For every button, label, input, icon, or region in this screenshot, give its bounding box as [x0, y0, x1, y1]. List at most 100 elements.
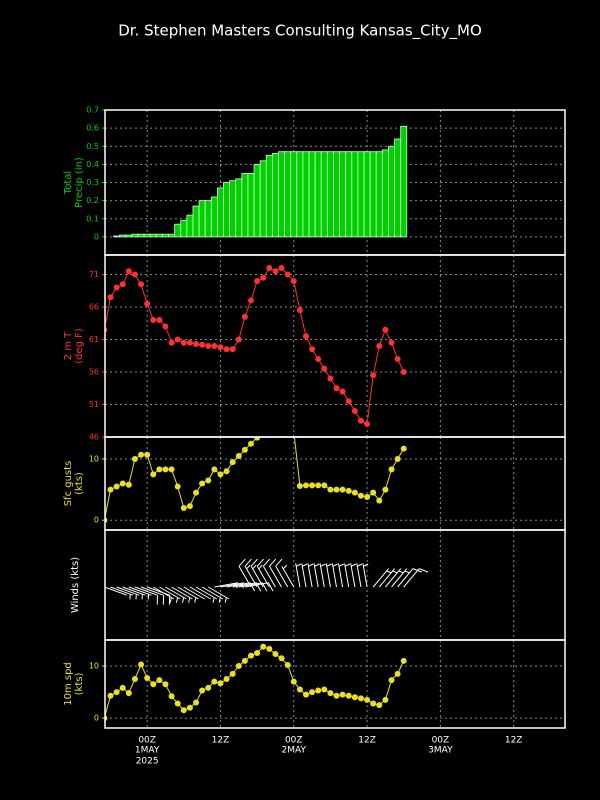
- point: [357, 417, 364, 424]
- point: [156, 317, 163, 323]
- point: [254, 437, 261, 441]
- precip-bar: [400, 125, 408, 238]
- precip-bar: [363, 151, 371, 238]
- point: [278, 655, 285, 662]
- point: [254, 278, 261, 284]
- point: [400, 657, 407, 664]
- point: [162, 681, 169, 688]
- precip-bar: [210, 196, 218, 238]
- precip-bar: [271, 153, 279, 238]
- point: [180, 504, 187, 511]
- point: [241, 313, 248, 320]
- panel-frame: [104, 639, 566, 729]
- precip-bar: [229, 180, 237, 238]
- y-tick-label: 0.4: [86, 160, 99, 169]
- point: [394, 670, 401, 677]
- y-axis-label: Precip (in): [74, 157, 85, 208]
- point: [351, 694, 358, 701]
- x-tick-label: 00Z: [138, 736, 156, 746]
- x-tick-label: 00Z: [432, 736, 450, 746]
- point: [241, 446, 248, 453]
- wind-barb: [171, 586, 193, 603]
- precip-bar: [149, 233, 157, 238]
- wind-barb: [207, 586, 230, 603]
- precip-bar: [333, 151, 340, 238]
- point: [131, 676, 138, 683]
- y-axis-label: (kts): [74, 472, 85, 495]
- precip-bar: [204, 200, 212, 238]
- point: [211, 678, 218, 685]
- point: [150, 471, 157, 478]
- x-tick-label: 12Z: [505, 736, 523, 746]
- point: [266, 265, 273, 271]
- x-date-label: 3MAY: [428, 746, 453, 756]
- point: [400, 369, 407, 375]
- y-tick-label: 0: [94, 714, 99, 723]
- y-tick-label: 0: [94, 232, 99, 241]
- wind-barb: [403, 568, 429, 588]
- x-tick-label: 12Z: [358, 736, 376, 746]
- precip-bar: [394, 138, 402, 238]
- point: [339, 691, 346, 698]
- precip-bar: [302, 151, 310, 238]
- point: [131, 456, 138, 463]
- y-tick-label: 0.5: [86, 142, 99, 151]
- point: [351, 489, 358, 496]
- wind-barb: [295, 563, 302, 588]
- precip-bar: [357, 151, 365, 238]
- precip-bar: [265, 154, 273, 238]
- precip-bar: [186, 214, 194, 238]
- point: [168, 693, 175, 700]
- x-date-label: 2MAY: [282, 746, 307, 756]
- y-tick-label: 0.7: [86, 106, 99, 115]
- point: [309, 346, 316, 353]
- precip-bar: [155, 233, 163, 238]
- wind-barb: [262, 558, 276, 588]
- point: [223, 346, 230, 353]
- point: [296, 307, 303, 314]
- wind-barb: [177, 586, 199, 603]
- y-tick-label: 0.3: [86, 178, 99, 187]
- point: [394, 356, 401, 362]
- point: [382, 486, 389, 493]
- precip-bar: [388, 145, 395, 238]
- x-date-label: 1MAY: [135, 746, 160, 756]
- y-tick-label: 61: [89, 335, 99, 344]
- point: [199, 687, 206, 694]
- point: [315, 482, 322, 489]
- precip-bar: [143, 233, 151, 238]
- point: [241, 657, 248, 664]
- point: [193, 341, 200, 348]
- wind-barb: [344, 563, 351, 588]
- wind-barb: [313, 563, 320, 588]
- wind-barb: [269, 558, 282, 588]
- point: [382, 326, 389, 333]
- wind-barb: [105, 586, 128, 596]
- point: [113, 284, 120, 291]
- point: [376, 343, 383, 349]
- precip-bar: [180, 220, 188, 238]
- x-tick-label: 12Z: [212, 736, 230, 746]
- x-tick-label: 00Z: [285, 736, 303, 746]
- point: [217, 344, 224, 351]
- point: [174, 700, 181, 707]
- point: [376, 497, 383, 504]
- point: [168, 466, 175, 473]
- precip-bar: [314, 151, 322, 238]
- point: [107, 486, 114, 493]
- point: [339, 388, 346, 395]
- point: [162, 323, 169, 330]
- precip-bar: [119, 234, 127, 238]
- point: [254, 650, 261, 657]
- point: [272, 651, 279, 658]
- point: [345, 398, 352, 405]
- y-axis-label: (kts): [74, 673, 85, 696]
- y-tick-label: 0.2: [86, 196, 99, 205]
- point: [272, 268, 279, 275]
- panel: [105, 255, 565, 437]
- point: [302, 691, 309, 698]
- y-tick-label: 10: [89, 455, 99, 464]
- wind-barb: [350, 563, 357, 588]
- wind-barb: [238, 558, 252, 588]
